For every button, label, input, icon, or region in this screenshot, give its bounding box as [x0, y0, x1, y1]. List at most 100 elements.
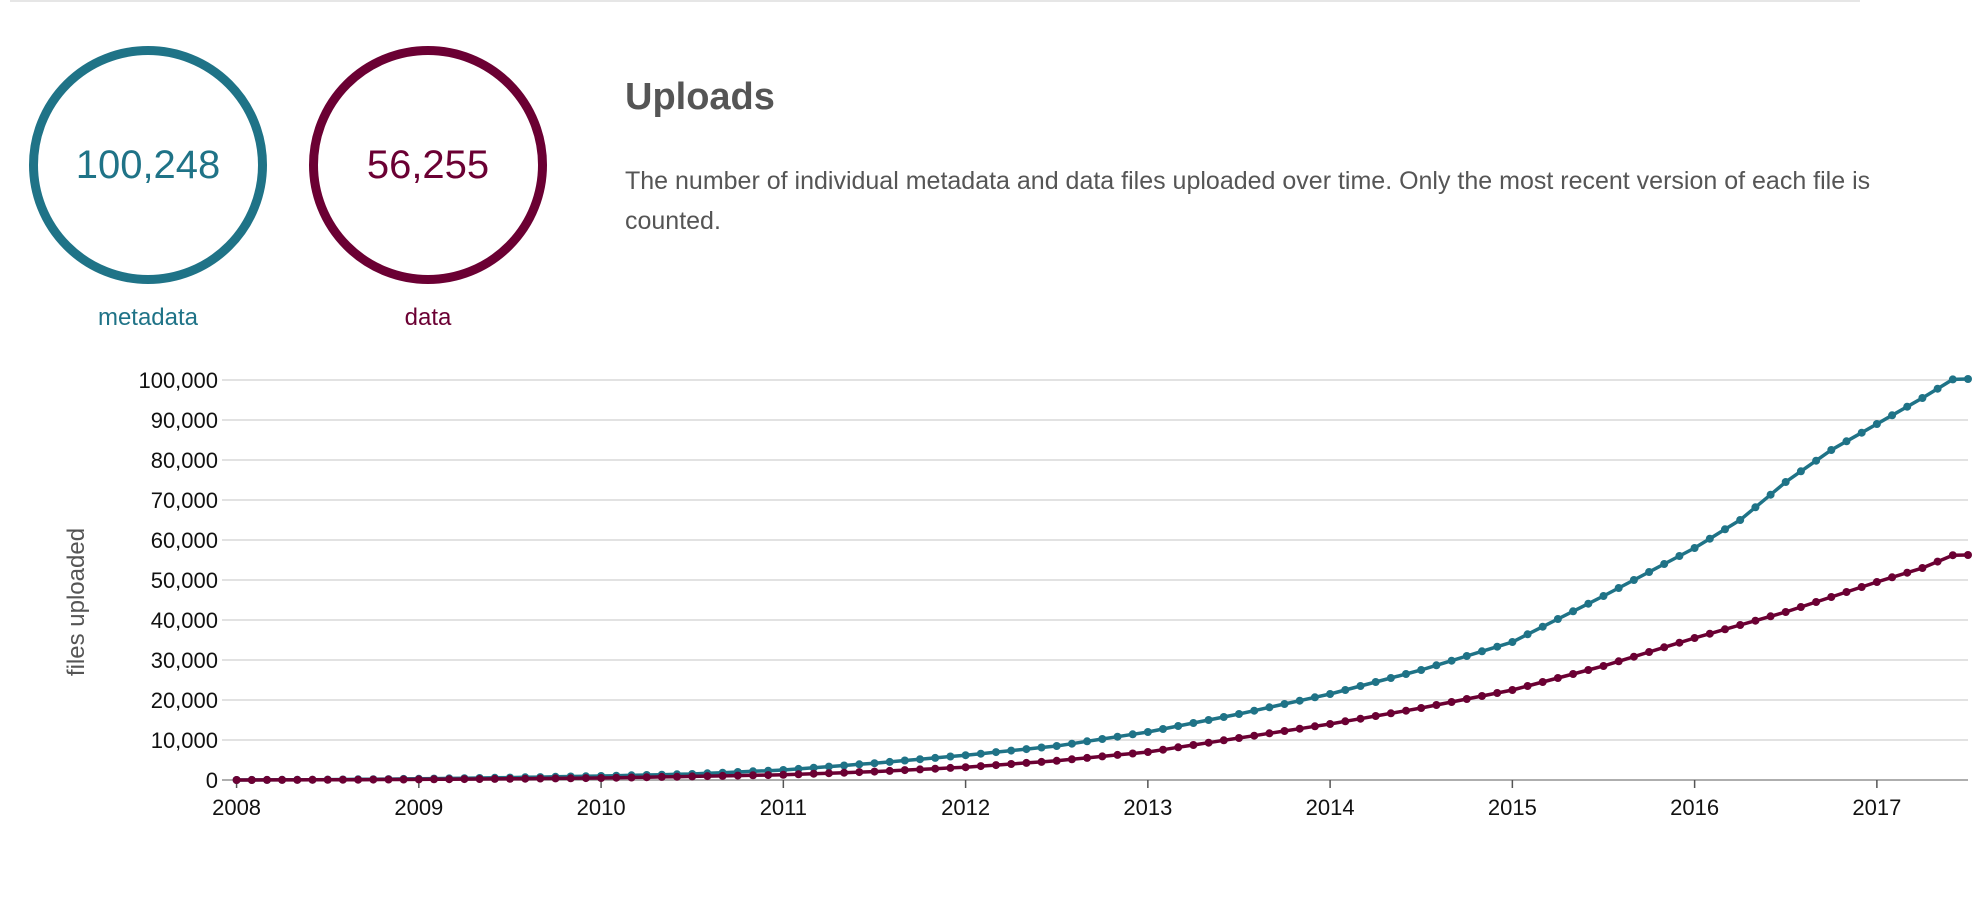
data-count-circle: 56,255 — [309, 46, 547, 284]
data-point-data — [1766, 612, 1775, 621]
data-point-data — [278, 775, 287, 784]
data-point-data — [369, 775, 378, 784]
data-point-metadata — [1493, 642, 1502, 651]
data-point-data — [1083, 753, 1092, 762]
data-point-data — [1174, 743, 1183, 752]
data-point-metadata — [1645, 568, 1654, 576]
data-point-metadata — [1964, 375, 1972, 383]
data-point-data — [1447, 698, 1456, 706]
data-point-data — [1037, 757, 1046, 766]
data-point-data — [1569, 670, 1578, 678]
data-point-data — [460, 775, 469, 784]
data-point-metadata — [1508, 638, 1517, 646]
data-point-metadata — [1371, 678, 1380, 686]
data-point-metadata — [1432, 661, 1441, 670]
data-point-data — [1842, 588, 1851, 596]
y-tick-label: 70,000 — [151, 488, 218, 513]
data-point-data — [1918, 564, 1927, 572]
data-point-data — [1614, 657, 1623, 666]
data-point-metadata — [1751, 503, 1760, 512]
data-point-data — [414, 775, 423, 784]
data-point-metadata — [1781, 478, 1790, 486]
data-point-data — [445, 775, 454, 784]
data-point-data — [749, 771, 757, 780]
data-point-data — [1872, 578, 1881, 586]
data-point-data — [1462, 695, 1471, 703]
data-point-data — [1827, 593, 1836, 601]
data-point-data — [384, 775, 393, 784]
data-point-data — [1645, 648, 1654, 656]
data-point-metadata — [1478, 647, 1486, 656]
data-point-data — [1007, 760, 1016, 768]
data-point-metadata — [1295, 696, 1304, 705]
data-point-metadata — [1447, 656, 1456, 665]
data-point-data — [1386, 709, 1395, 718]
x-tick-label: 2012 — [941, 795, 990, 820]
data-point-metadata — [1007, 746, 1016, 755]
top-divider — [10, 0, 1860, 2]
data-point-metadata — [1417, 666, 1426, 674]
data-point-metadata — [1523, 630, 1532, 639]
data-point-metadata — [1113, 732, 1122, 741]
data-point-data — [1721, 625, 1729, 634]
data-point-data — [1903, 568, 1912, 577]
data-point-data — [824, 769, 833, 778]
data-point-data — [1265, 729, 1274, 738]
data-point-metadata — [976, 749, 985, 758]
data-point-data — [946, 763, 955, 772]
data-point-data — [794, 770, 803, 779]
data-point-data — [1857, 583, 1866, 591]
y-tick-label: 0 — [206, 768, 218, 793]
x-tick-label: 2017 — [1852, 795, 1901, 820]
data-point-metadata — [931, 753, 940, 762]
data-point-data — [976, 762, 985, 771]
data-point-metadata — [1356, 682, 1365, 690]
data-point-metadata — [1235, 710, 1243, 718]
data-point-data — [733, 771, 742, 780]
data-point-data — [612, 773, 621, 782]
y-tick-label: 60,000 — [151, 528, 218, 553]
data-point-data — [1478, 692, 1486, 700]
data-point-data — [916, 765, 924, 774]
data-point-data — [1356, 714, 1365, 723]
data-point-data — [506, 774, 514, 783]
data-point-data — [885, 766, 894, 775]
data-point-data — [1128, 749, 1137, 758]
data-point-metadata — [824, 762, 833, 771]
data-point-data — [1538, 678, 1547, 686]
data-point-data — [1341, 717, 1350, 726]
data-point-data — [597, 774, 606, 782]
data-point-data — [870, 767, 879, 776]
data-point-data — [1705, 629, 1714, 638]
data-point-data — [232, 776, 241, 784]
data-point-data — [1326, 720, 1335, 728]
data-point-data — [581, 774, 590, 783]
data-point-data — [308, 775, 317, 784]
data-point-data — [1159, 745, 1167, 754]
data-point-metadata — [900, 756, 909, 765]
data-point-data — [1553, 674, 1562, 682]
data-point-data — [490, 774, 499, 783]
data-point-data — [1948, 551, 1957, 560]
data-point-data — [1523, 682, 1532, 690]
data-point-metadata — [1705, 534, 1714, 543]
data-point-data — [703, 772, 712, 781]
data-point-data — [1508, 686, 1517, 694]
data-point-data — [961, 763, 970, 772]
data-point-data — [657, 772, 666, 781]
data-point-data — [1417, 704, 1426, 712]
y-tick-label: 20,000 — [151, 688, 218, 713]
data-point-metadata — [1280, 700, 1289, 708]
data-point-data — [1933, 557, 1942, 566]
data-point-metadata — [1219, 713, 1228, 721]
x-tick-label: 2008 — [212, 795, 261, 820]
data-point-data — [1219, 736, 1228, 745]
data-point-data — [247, 776, 256, 784]
data-point-data — [1660, 643, 1669, 652]
data-point-data — [1599, 662, 1608, 670]
data-point-data — [1235, 734, 1243, 742]
data-point-data — [642, 773, 651, 782]
data-point-metadata — [1159, 725, 1167, 733]
y-tick-label: 40,000 — [151, 608, 218, 633]
